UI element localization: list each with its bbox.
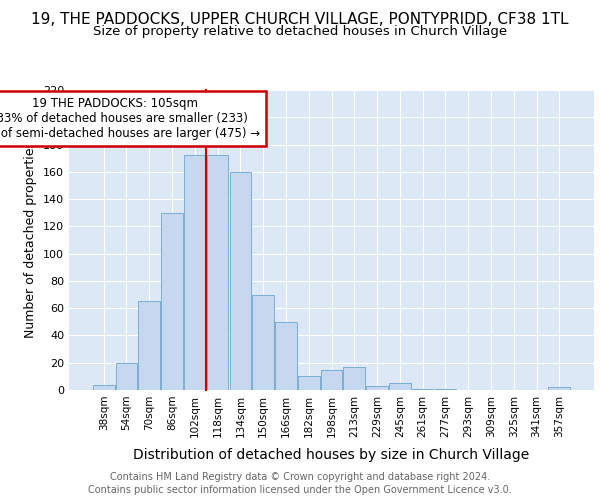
Bar	[412, 388, 433, 390]
Bar	[275, 322, 297, 390]
Bar	[548, 388, 570, 390]
Y-axis label: Number of detached properties: Number of detached properties	[25, 142, 37, 338]
Bar	[139, 302, 160, 390]
X-axis label: Distribution of detached houses by size in Church Village: Distribution of detached houses by size …	[133, 448, 530, 462]
Bar	[366, 386, 388, 390]
Text: Contains public sector information licensed under the Open Government Licence v3: Contains public sector information licen…	[88, 485, 512, 495]
Bar	[184, 156, 206, 390]
Bar	[116, 362, 137, 390]
Text: Size of property relative to detached houses in Church Village: Size of property relative to detached ho…	[93, 25, 507, 38]
Bar	[253, 294, 274, 390]
Text: 19 THE PADDOCKS: 105sqm
← 33% of detached houses are smaller (233)
67% of semi-d: 19 THE PADDOCKS: 105sqm ← 33% of detache…	[0, 97, 260, 140]
Bar	[207, 156, 229, 390]
Text: Contains HM Land Registry data © Crown copyright and database right 2024.: Contains HM Land Registry data © Crown c…	[110, 472, 490, 482]
Bar	[161, 212, 183, 390]
Bar	[434, 388, 456, 390]
Bar	[298, 376, 320, 390]
Text: 19, THE PADDOCKS, UPPER CHURCH VILLAGE, PONTYPRIDD, CF38 1TL: 19, THE PADDOCKS, UPPER CHURCH VILLAGE, …	[31, 12, 569, 28]
Bar	[93, 384, 115, 390]
Bar	[343, 367, 365, 390]
Bar	[389, 383, 410, 390]
Bar	[230, 172, 251, 390]
Bar	[320, 370, 343, 390]
